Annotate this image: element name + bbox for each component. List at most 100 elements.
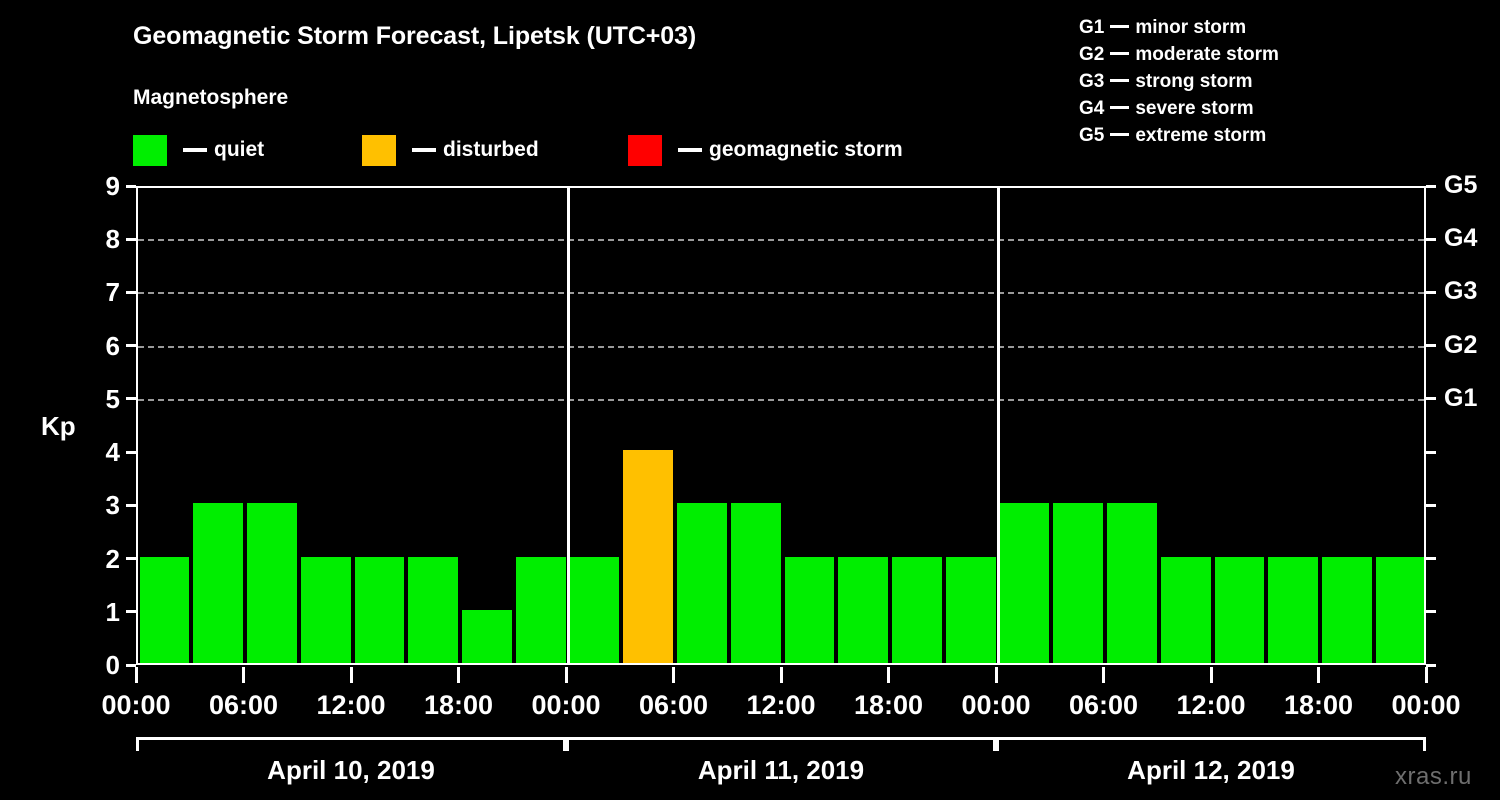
gscale-row-g1: G1 minor storm <box>1079 14 1279 41</box>
y-tick-mark <box>126 503 136 507</box>
x-tick-label: 18:00 <box>423 690 494 720</box>
x-tick-mark <box>564 667 568 683</box>
g-tick-label-g2: G2 <box>1444 330 1478 359</box>
y-tick-mark-right <box>1426 397 1436 401</box>
y-tick-mark-right <box>1426 610 1436 614</box>
date-bracket-3 <box>996 737 1426 751</box>
day-separator-2 <box>996 188 1000 663</box>
y-tick-mark-right <box>1426 557 1436 561</box>
legend-item-0: quiet <box>133 133 264 167</box>
y-tick-label-4: 4 <box>105 437 120 468</box>
gscale-code: G4 <box>1079 98 1105 119</box>
x-tick-label: 00:00 <box>961 690 1031 720</box>
plot-area <box>136 186 1426 665</box>
legend-item-2: geomagnetic storm <box>628 133 903 167</box>
legend-dash-icon <box>183 148 207 152</box>
y-tick-mark <box>126 290 136 294</box>
x-tick-label: 12:00 <box>316 690 386 720</box>
x-tick-mark <box>1424 667 1428 683</box>
gscale-dash-icon <box>1110 24 1130 28</box>
y-tick-mark-right <box>1426 344 1436 348</box>
gscale-row-g5: G5 extreme storm <box>1079 122 1279 149</box>
y-tick-label-8: 8 <box>105 224 120 255</box>
y-tick-label-5: 5 <box>105 383 120 414</box>
bar-kp <box>838 556 888 663</box>
date-label: April 10, 2019 <box>267 755 435 785</box>
y-tick-mark <box>126 610 136 614</box>
x-tick-label: 00:00 <box>531 690 601 720</box>
y-tick-label-3: 3 <box>105 490 120 521</box>
y-tick-label-0: 0 <box>105 650 120 680</box>
page-title: Geomagnetic Storm Forecast, Lipetsk (UTC… <box>133 22 697 50</box>
gscale-code: G3 <box>1079 71 1105 92</box>
gscale-legend: G1 minor storm G2 moderate storm G3 strong st… <box>1079 14 1279 149</box>
y-tick-mark-right <box>1426 184 1436 188</box>
gscale-dash-icon <box>1110 132 1130 136</box>
date-label: April 11, 2019 <box>697 755 865 785</box>
day-separator-1 <box>566 188 570 663</box>
x-tick-mark <box>242 667 245 683</box>
y-tick-mark <box>126 450 136 454</box>
date-bracket-1 <box>136 737 566 751</box>
gscale-description: minor storm <box>1135 17 1247 38</box>
legend-item-label: disturbed <box>443 138 539 161</box>
y-axis-title: Kp <box>41 411 76 441</box>
bar-kp <box>1107 503 1157 663</box>
x-tick-label: 18:00 <box>1283 690 1354 720</box>
y-tick-label-9: 9 <box>105 171 120 201</box>
x-tick-mark <box>457 667 460 683</box>
x-tick-label: 12:00 <box>1176 690 1246 720</box>
bar-kp <box>945 556 996 663</box>
green-square-icon <box>133 134 167 166</box>
gscale-row-g4: G4 severe storm <box>1079 95 1279 122</box>
bar-kp <box>1053 503 1103 663</box>
date-bracket-2 <box>566 737 996 751</box>
x-tick-mark <box>1102 667 1105 683</box>
x-tick-mark <box>1209 667 1213 683</box>
y-tick-mark-right <box>1426 237 1436 241</box>
y-tick-label-7: 7 <box>105 277 120 308</box>
bar-kp <box>1375 556 1424 663</box>
gscale-code: G5 <box>1079 125 1105 146</box>
y-tick-label-2: 2 <box>105 543 120 574</box>
y-tick-mark-right <box>1426 450 1436 454</box>
bar-kp <box>569 556 620 663</box>
y-tick-mark-right <box>1426 503 1436 507</box>
x-tick-mark <box>887 667 890 683</box>
g-tick-label-g4: G4 <box>1444 224 1478 253</box>
bar-kp <box>784 556 835 663</box>
x-tick-mark <box>1317 667 1320 683</box>
gscale-dash-icon <box>1110 78 1130 82</box>
y-tick-mark-right <box>1426 290 1436 294</box>
bar-kp <box>462 609 512 663</box>
y-tick-label-6: 6 <box>105 330 120 361</box>
y-tick-mark-right <box>1426 663 1436 667</box>
gridline-kp-8 <box>138 239 1424 242</box>
bar-kp <box>193 503 243 663</box>
x-tick-mark <box>134 667 138 683</box>
bar-kp <box>677 503 727 663</box>
legend-item-label: quiet <box>214 138 265 161</box>
gridline-kp-6 <box>138 345 1424 348</box>
g-tick-label-g3: G3 <box>1444 277 1478 306</box>
bar-kp <box>1214 556 1265 663</box>
x-tick-label: 06:00 <box>1068 690 1139 720</box>
x-tick-label: 06:00 <box>208 690 279 720</box>
x-tick-mark <box>994 667 998 683</box>
date-label: April 12, 2019 <box>1127 755 1295 785</box>
watermark: xras.ru <box>1395 763 1472 790</box>
magnetosphere-label: Magnetosphere <box>133 86 289 109</box>
bar-kp <box>730 503 781 663</box>
gscale-row-g3: G3 strong storm <box>1079 68 1279 95</box>
gscale-description: moderate storm <box>1135 44 1279 65</box>
y-tick-mark <box>126 557 136 561</box>
x-tick-label: 00:00 <box>101 690 171 720</box>
gscale-description: severe storm <box>1135 98 1254 119</box>
x-tick-label: 06:00 <box>638 690 709 720</box>
bar-kp <box>139 556 190 663</box>
y-tick-label-1: 1 <box>105 596 120 627</box>
x-tick-mark <box>672 667 675 683</box>
g-tick-label-g5: G5 <box>1444 171 1478 199</box>
y-tick-mark <box>126 663 136 667</box>
x-tick-mark <box>349 667 353 683</box>
